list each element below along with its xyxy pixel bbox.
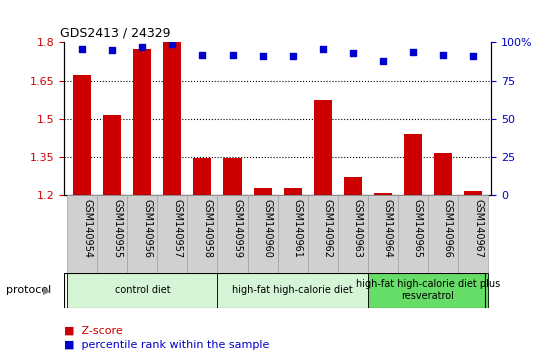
- Bar: [428, 195, 458, 273]
- Bar: [338, 195, 368, 273]
- Bar: [73, 75, 91, 354]
- Point: [408, 49, 417, 55]
- Text: GDS2413 / 24329: GDS2413 / 24329: [60, 27, 170, 40]
- Point: [108, 47, 117, 53]
- Text: ▶: ▶: [43, 285, 50, 295]
- Text: high-fat high-calorie diet: high-fat high-calorie diet: [232, 285, 353, 295]
- Text: high-fat high-calorie diet plus
resveratrol: high-fat high-calorie diet plus resverat…: [356, 279, 500, 301]
- Bar: [187, 195, 218, 273]
- Bar: [398, 195, 428, 273]
- Point: [78, 46, 86, 51]
- Point: [258, 53, 267, 59]
- Text: GSM140958: GSM140958: [203, 199, 213, 258]
- Bar: [224, 158, 242, 354]
- Text: GSM140963: GSM140963: [353, 199, 363, 257]
- Text: ■  percentile rank within the sample: ■ percentile rank within the sample: [64, 340, 270, 350]
- Bar: [434, 153, 452, 354]
- Point: [168, 41, 177, 47]
- Text: control diet: control diet: [114, 285, 170, 295]
- Point: [288, 53, 297, 59]
- Text: GSM140959: GSM140959: [233, 199, 243, 258]
- Text: GSM140962: GSM140962: [323, 199, 333, 258]
- Text: GSM140967: GSM140967: [473, 199, 483, 258]
- Bar: [218, 273, 368, 308]
- Text: GSM140964: GSM140964: [383, 199, 393, 257]
- Text: GSM140960: GSM140960: [263, 199, 272, 257]
- Point: [378, 58, 387, 64]
- Bar: [464, 191, 482, 354]
- Text: GSM140965: GSM140965: [413, 199, 423, 258]
- Bar: [374, 193, 392, 354]
- Point: [439, 52, 448, 57]
- Bar: [278, 195, 307, 273]
- Text: ■  Z-score: ■ Z-score: [64, 326, 123, 336]
- Bar: [307, 195, 338, 273]
- Point: [228, 52, 237, 57]
- Point: [138, 44, 147, 50]
- Bar: [248, 195, 278, 273]
- Bar: [103, 115, 121, 354]
- Text: GSM140956: GSM140956: [142, 199, 152, 258]
- Bar: [283, 188, 302, 354]
- Bar: [314, 99, 331, 354]
- Point: [469, 53, 478, 59]
- Bar: [67, 273, 218, 308]
- Bar: [163, 42, 181, 354]
- Text: GSM140954: GSM140954: [82, 199, 92, 258]
- Bar: [458, 195, 488, 273]
- Text: GSM140966: GSM140966: [443, 199, 453, 257]
- Bar: [344, 177, 362, 354]
- Point: [348, 50, 357, 56]
- Point: [318, 46, 327, 51]
- Bar: [157, 195, 187, 273]
- Bar: [368, 195, 398, 273]
- Text: GSM140961: GSM140961: [292, 199, 302, 257]
- Bar: [218, 195, 248, 273]
- Bar: [97, 195, 127, 273]
- Bar: [194, 158, 211, 354]
- Bar: [368, 273, 488, 308]
- Bar: [404, 134, 422, 354]
- Text: GSM140955: GSM140955: [112, 199, 122, 258]
- Bar: [67, 195, 97, 273]
- Bar: [133, 49, 151, 354]
- Bar: [127, 195, 157, 273]
- Point: [198, 52, 207, 57]
- Text: protocol: protocol: [6, 285, 51, 295]
- Bar: [253, 188, 272, 354]
- Text: GSM140957: GSM140957: [172, 199, 182, 258]
